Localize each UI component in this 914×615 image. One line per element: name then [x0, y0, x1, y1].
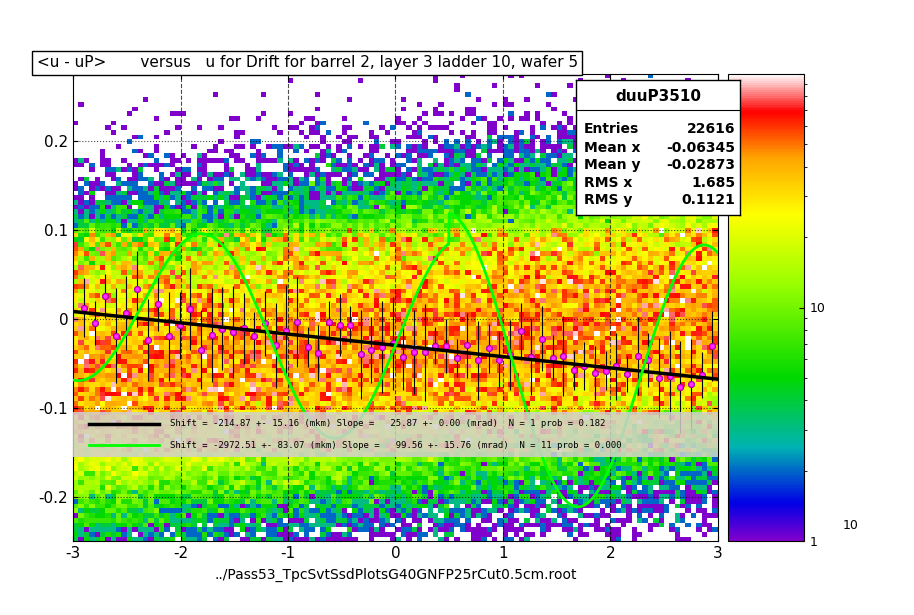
Text: RMS y: RMS y — [584, 193, 632, 207]
Text: 10: 10 — [842, 519, 858, 532]
Point — [173, 320, 187, 330]
Text: Shift = -2972.51 +- 83.07 (mkm) Slope =   99.56 +- 15.76 (mrad)  N = 11 prob = 0: Shift = -2972.51 +- 83.07 (mkm) Slope = … — [170, 440, 622, 450]
Text: Mean x: Mean x — [584, 141, 641, 154]
Point — [98, 291, 112, 301]
Text: Shift = -214.87 +- 15.16 (mkm) Slope =   25.87 +- 0.00 (mrad)  N = 1 prob = 0.18: Shift = -214.87 +- 15.16 (mkm) Slope = 2… — [170, 419, 605, 428]
Point — [631, 351, 645, 360]
Point — [130, 284, 144, 293]
Text: -0.02873: -0.02873 — [666, 158, 736, 172]
Point — [375, 342, 389, 352]
Point — [514, 327, 528, 336]
Point — [524, 352, 538, 362]
Text: 0.1121: 0.1121 — [682, 193, 736, 207]
Point — [482, 343, 496, 353]
Point — [503, 351, 517, 360]
Bar — [73, 412, 717, 456]
Point — [109, 331, 123, 341]
Point — [407, 347, 421, 357]
Point — [269, 340, 283, 350]
Text: Mean y: Mean y — [584, 158, 641, 172]
Point — [460, 341, 474, 351]
Point — [663, 371, 677, 381]
Point — [258, 319, 272, 328]
Point — [386, 338, 400, 348]
Point — [599, 366, 613, 376]
Point — [119, 308, 133, 318]
Point — [343, 320, 357, 330]
Text: RMS x: RMS x — [584, 176, 632, 190]
Point — [535, 333, 549, 343]
Point — [546, 353, 560, 363]
Point — [364, 345, 378, 355]
Point — [290, 317, 304, 327]
Point — [162, 331, 176, 341]
Point — [684, 379, 698, 389]
Point — [588, 368, 602, 378]
Point — [609, 361, 623, 371]
Point — [620, 370, 634, 379]
Text: 22616: 22616 — [687, 122, 736, 136]
Point — [396, 352, 410, 362]
Point — [247, 331, 261, 341]
Point — [673, 383, 687, 392]
Point — [450, 353, 464, 363]
Point — [418, 347, 432, 357]
Point — [215, 324, 229, 334]
Point — [567, 365, 581, 375]
Point — [556, 351, 570, 361]
Point — [300, 343, 314, 352]
Point — [652, 373, 666, 383]
Point — [428, 341, 442, 351]
Text: -0.06345: -0.06345 — [666, 141, 736, 154]
Point — [492, 355, 506, 365]
Point — [87, 318, 101, 328]
Text: <u - uP>       versus   u for Drift for barrel 2, layer 3 ladder 10, wafer 5: <u - uP> versus u for Drift for barrel 2… — [37, 55, 578, 70]
Point — [311, 348, 325, 358]
Text: duuP3510: duuP3510 — [615, 89, 701, 105]
Point — [279, 326, 293, 336]
Point — [577, 361, 591, 371]
Point — [77, 303, 91, 312]
Point — [141, 335, 155, 345]
Point — [695, 370, 709, 380]
Point — [194, 344, 208, 354]
Point — [332, 320, 346, 330]
Point — [471, 355, 485, 365]
Text: 1.685: 1.685 — [691, 176, 736, 190]
Text: Entries: Entries — [584, 122, 639, 136]
Point — [237, 323, 251, 333]
Point — [183, 304, 197, 314]
Point — [151, 299, 165, 309]
Point — [226, 327, 240, 337]
Point — [322, 317, 336, 327]
Point — [641, 355, 655, 365]
Point — [354, 349, 368, 359]
X-axis label: ../Pass53_TpcSvtSsdPlotsG40GNFP25rCut0.5cm.root: ../Pass53_TpcSvtSsdPlotsG40GNFP25rCut0.5… — [214, 568, 577, 582]
Point — [205, 330, 219, 340]
Point — [705, 341, 719, 351]
Point — [439, 341, 453, 351]
